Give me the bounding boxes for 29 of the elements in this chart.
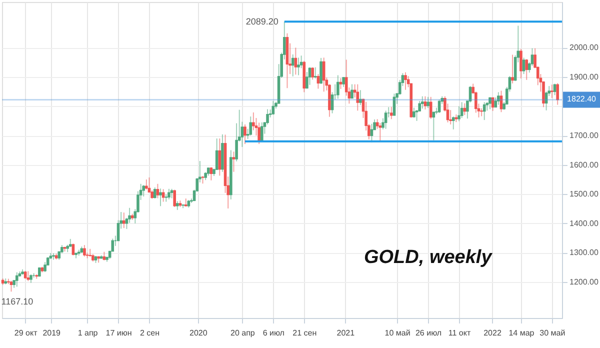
y-tick-label: 1500.00 (570, 190, 599, 199)
annotation: GOLD, weekly (364, 247, 494, 268)
x-tick-label: 26 июл (415, 328, 442, 338)
x-tick-label: 17 июн (106, 328, 132, 338)
x-tick-label: 21 сен (292, 328, 317, 338)
x-tick-label: 1 апр (78, 328, 98, 338)
x-tick-label: 10 май (384, 328, 410, 338)
x-tick-label: 2020 (190, 328, 208, 338)
y-tick-label: 1700.00 (570, 131, 599, 140)
x-tick-label: 2021 (336, 328, 356, 338)
y-tick-label: 1600.00 (570, 160, 599, 170)
y-tick-label: 1300.00 (570, 248, 599, 258)
y-tick-label: 1400.00 (570, 218, 599, 228)
x-tick-label: 29 окт (14, 328, 38, 338)
x-tick-label: 11 окт (448, 328, 471, 338)
x-tick-label: 2022 (484, 328, 502, 338)
y-tick-label: 1200.00 (570, 277, 599, 286)
annotation: 2089.20 (246, 16, 278, 27)
x-tick-label: 30 май (540, 328, 566, 338)
y-tick-label: 2000.00 (570, 43, 599, 52)
x-tick-label: 14 мар (508, 328, 535, 338)
x-tick-label: 2 сен (140, 328, 160, 338)
annotation: 1167.10 (1, 296, 34, 307)
ref-line-label: 1822.40 (567, 94, 597, 104)
x-tick-label: 6 июл (262, 328, 285, 338)
candlestick (86, 252, 89, 259)
x-tick-label: 20 апр (230, 328, 256, 338)
y-tick-label: 1900.00 (570, 72, 599, 82)
x-tick-label: 2019 (42, 328, 62, 338)
